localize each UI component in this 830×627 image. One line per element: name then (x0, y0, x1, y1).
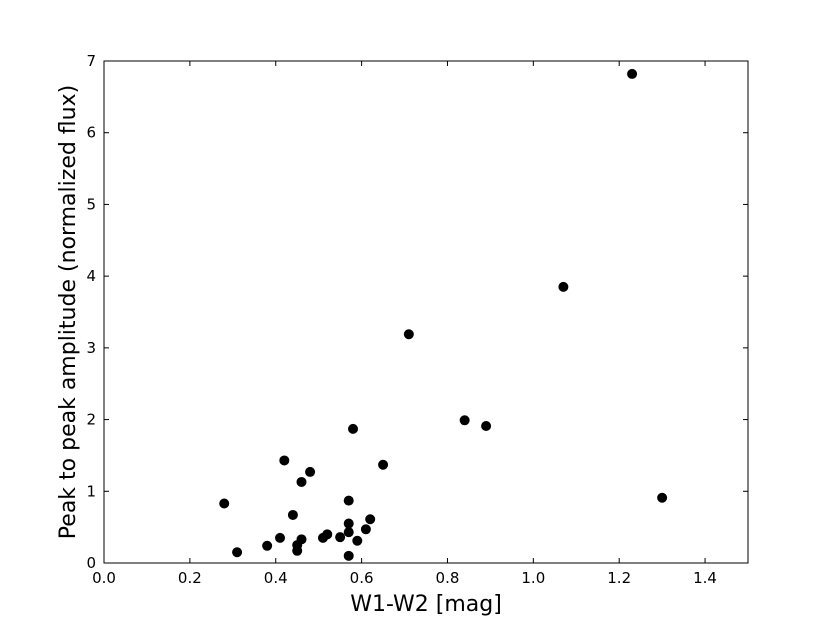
data-point (343, 550, 354, 561)
data-point (343, 527, 354, 538)
x-tick-label: 0.4 (264, 569, 288, 587)
y-tick-label: 7 (86, 52, 96, 70)
data-point (287, 509, 298, 520)
data-points (219, 68, 668, 561)
y-tick-label: 6 (86, 124, 96, 142)
data-point (335, 532, 346, 543)
data-point (378, 459, 389, 470)
y-tick-label: 3 (86, 339, 96, 357)
x-tick-label: 1.4 (693, 569, 717, 587)
plot-area-frame (103, 60, 749, 564)
data-point (365, 514, 376, 525)
data-point (343, 518, 354, 529)
y-tick-label: 1 (86, 482, 96, 500)
data-point (322, 529, 333, 540)
data-point (232, 547, 243, 558)
data-point (296, 534, 307, 545)
data-point (352, 535, 363, 546)
x-tick-label: 0.2 (178, 569, 202, 587)
data-point (348, 423, 359, 434)
x-tick-label: 1.2 (607, 569, 631, 587)
x-axis-ticks: 0.0 0.2 0.4 0.6 0.8 1.0 1.2 1.4 (92, 61, 717, 587)
data-point (481, 421, 492, 432)
data-point (360, 524, 371, 535)
data-point (403, 329, 414, 340)
data-point (305, 466, 316, 477)
x-tick-label: 1.0 (521, 569, 545, 587)
y-axis-ticks: 0 1 2 3 4 5 6 7 (86, 52, 748, 572)
y-axis-label: Peak to peak amplitude (normalized flux) (56, 85, 81, 539)
data-point (262, 540, 273, 551)
x-tick-label: 0.8 (436, 569, 460, 587)
data-point (219, 498, 230, 509)
data-point (459, 415, 470, 426)
data-point (279, 455, 290, 466)
x-tick-label: 0.6 (350, 569, 374, 587)
data-point (627, 68, 638, 79)
data-point (296, 476, 307, 487)
data-point (275, 532, 286, 543)
y-tick-label: 2 (86, 411, 96, 429)
data-point (558, 281, 569, 292)
data-point (657, 492, 668, 503)
x-axis-label: W1-W2 [mag] (350, 592, 502, 617)
y-tick-label: 5 (86, 195, 96, 213)
y-tick-label: 0 (86, 554, 96, 572)
y-tick-label: 4 (86, 267, 96, 285)
data-point (292, 545, 303, 556)
data-point (343, 495, 354, 506)
x-tick-label: 0.0 (92, 569, 116, 587)
